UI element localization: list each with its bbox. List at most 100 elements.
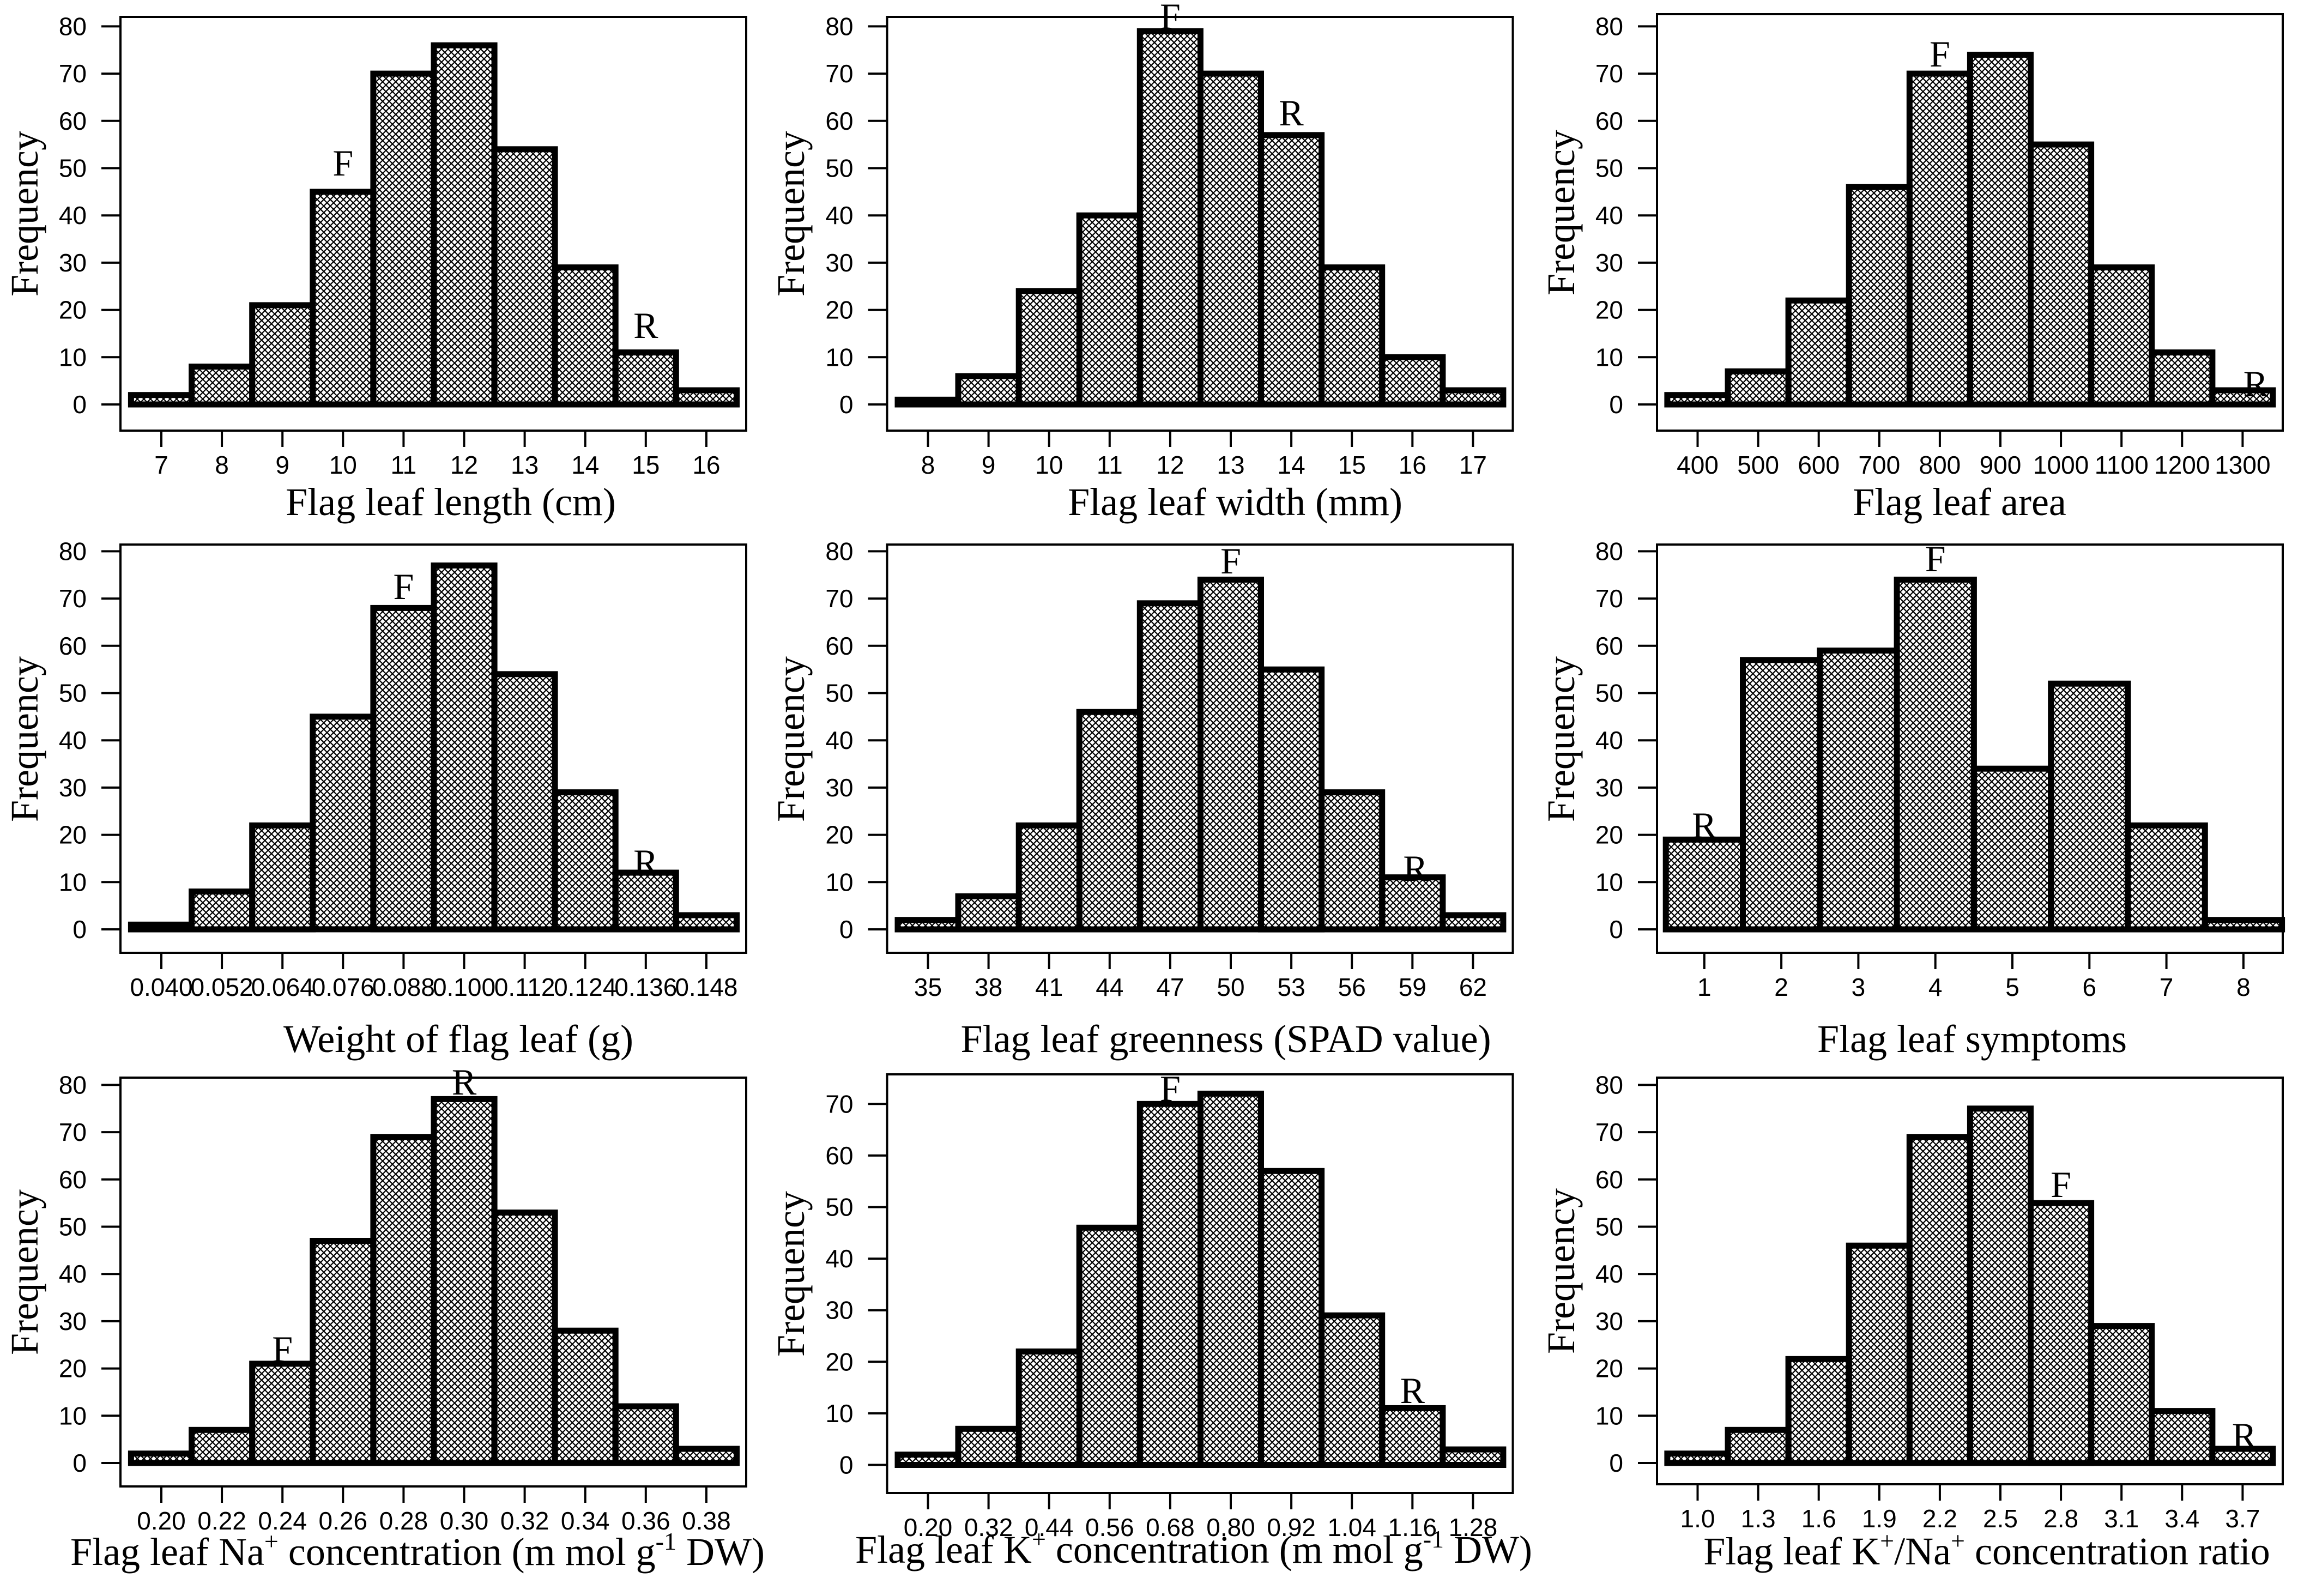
- svg-text:0.040: 0.040: [130, 973, 192, 1001]
- svg-text:30: 30: [59, 1307, 87, 1335]
- svg-text:500: 500: [1737, 451, 1779, 479]
- svg-text:F: F: [1160, 0, 1181, 37]
- svg-text:0.26: 0.26: [319, 1507, 368, 1535]
- svg-text:0: 0: [839, 915, 854, 944]
- svg-text:0.088: 0.088: [372, 973, 435, 1001]
- svg-text:2: 2: [1774, 973, 1788, 1001]
- svg-text:50: 50: [59, 1213, 87, 1241]
- svg-text:0.20: 0.20: [904, 1513, 953, 1541]
- svg-text:0.20: 0.20: [137, 1507, 186, 1535]
- svg-text:1.0: 1.0: [1680, 1504, 1715, 1533]
- svg-text:30: 30: [59, 249, 87, 277]
- svg-text:70: 70: [1595, 59, 1623, 88]
- svg-text:R: R: [452, 1061, 477, 1103]
- svg-text:30: 30: [825, 773, 853, 802]
- svg-text:44: 44: [1096, 973, 1123, 1001]
- svg-text:R: R: [633, 842, 658, 883]
- svg-text:1200: 1200: [2154, 451, 2210, 479]
- svg-text:F: F: [272, 1328, 293, 1370]
- svg-text:10: 10: [825, 868, 853, 896]
- svg-text:8: 8: [2236, 973, 2251, 1001]
- svg-text:11: 11: [391, 451, 417, 479]
- svg-text:59: 59: [1399, 973, 1426, 1001]
- svg-text:0.38: 0.38: [682, 1507, 731, 1535]
- svg-text:10: 10: [1595, 1401, 1623, 1430]
- svg-text:0.32: 0.32: [500, 1507, 549, 1535]
- svg-text:60: 60: [825, 1141, 853, 1170]
- svg-text:20: 20: [1595, 821, 1623, 849]
- svg-text:1000: 1000: [2033, 451, 2089, 479]
- svg-text:Frequency: Frequency: [769, 1191, 813, 1357]
- svg-text:12: 12: [450, 451, 478, 479]
- svg-text:14: 14: [1278, 451, 1305, 479]
- svg-text:40: 40: [1595, 726, 1623, 754]
- svg-text:0: 0: [1609, 1449, 1623, 1477]
- svg-text:10: 10: [59, 1401, 87, 1430]
- svg-text:2.8: 2.8: [2043, 1504, 2078, 1533]
- svg-text:0.56: 0.56: [1085, 1513, 1134, 1541]
- svg-text:0.36: 0.36: [621, 1507, 670, 1535]
- svg-text:50: 50: [825, 679, 853, 708]
- svg-text:70: 70: [59, 1118, 87, 1146]
- svg-text:20: 20: [59, 821, 87, 849]
- svg-text:35: 35: [914, 973, 942, 1001]
- svg-text:0: 0: [72, 1449, 87, 1477]
- svg-text:Frequency: Frequency: [769, 131, 813, 297]
- svg-text:F: F: [1925, 538, 1946, 579]
- svg-text:F: F: [393, 566, 414, 607]
- svg-text:80: 80: [1595, 537, 1623, 565]
- svg-text:40: 40: [59, 1260, 87, 1288]
- svg-text:16: 16: [1399, 451, 1426, 479]
- svg-text:0.148: 0.148: [675, 973, 737, 1001]
- svg-text:10: 10: [825, 1399, 853, 1428]
- svg-text:30: 30: [1595, 1307, 1623, 1335]
- svg-text:0.064: 0.064: [251, 973, 314, 1001]
- svg-text:16: 16: [692, 451, 720, 479]
- svg-text:0: 0: [1609, 390, 1623, 419]
- svg-text:Frequency: Frequency: [3, 1189, 46, 1355]
- svg-text:R: R: [1692, 805, 1717, 846]
- svg-text:70: 70: [59, 59, 87, 88]
- svg-text:F: F: [2051, 1164, 2071, 1205]
- svg-text:50: 50: [825, 154, 853, 183]
- svg-text:0: 0: [1609, 915, 1623, 944]
- svg-text:80: 80: [1595, 1071, 1623, 1099]
- svg-text:0.68: 0.68: [1146, 1513, 1195, 1541]
- svg-text:Flag leaf K+​ concentration (m: Flag leaf K+​ concentration (m mol g-1​ …: [855, 1525, 1532, 1571]
- svg-text:R: R: [2232, 1415, 2257, 1456]
- svg-text:17: 17: [1459, 451, 1487, 479]
- svg-text:47: 47: [1156, 973, 1184, 1001]
- svg-text:6: 6: [2083, 973, 2097, 1001]
- svg-text:60: 60: [1595, 632, 1623, 660]
- svg-text:1.04: 1.04: [1327, 1513, 1376, 1541]
- svg-text:R: R: [1279, 92, 1304, 134]
- svg-text:20: 20: [1595, 1355, 1623, 1383]
- svg-text:20: 20: [59, 296, 87, 324]
- svg-text:60: 60: [59, 107, 87, 135]
- svg-text:10: 10: [825, 343, 853, 371]
- svg-text:50: 50: [1595, 154, 1623, 183]
- svg-text:70: 70: [1595, 1118, 1623, 1146]
- svg-text:0.076: 0.076: [312, 973, 374, 1001]
- svg-text:0.32: 0.32: [964, 1513, 1013, 1541]
- svg-text:0.24: 0.24: [258, 1507, 307, 1535]
- svg-text:80: 80: [59, 537, 87, 565]
- svg-text:5: 5: [2005, 973, 2019, 1001]
- svg-text:70: 70: [825, 584, 853, 613]
- svg-text:80: 80: [59, 1071, 87, 1099]
- svg-text:70: 70: [1595, 584, 1623, 613]
- svg-text:Flag leaf area: Flag leaf area: [1853, 480, 2066, 524]
- svg-text:10: 10: [59, 343, 87, 371]
- svg-text:0.34: 0.34: [561, 1507, 610, 1535]
- svg-text:3.7: 3.7: [2225, 1504, 2260, 1533]
- svg-text:Frequency: Frequency: [1539, 656, 1583, 822]
- svg-text:20: 20: [59, 1355, 87, 1383]
- svg-text:30: 30: [1595, 249, 1623, 277]
- svg-text:Flag leaf symptoms: Flag leaf symptoms: [1817, 1017, 2127, 1061]
- svg-text:R: R: [1403, 848, 1428, 889]
- svg-text:40: 40: [825, 201, 853, 229]
- svg-text:40: 40: [59, 726, 87, 754]
- svg-text:30: 30: [825, 249, 853, 277]
- svg-text:60: 60: [825, 632, 853, 660]
- svg-text:15: 15: [1338, 451, 1366, 479]
